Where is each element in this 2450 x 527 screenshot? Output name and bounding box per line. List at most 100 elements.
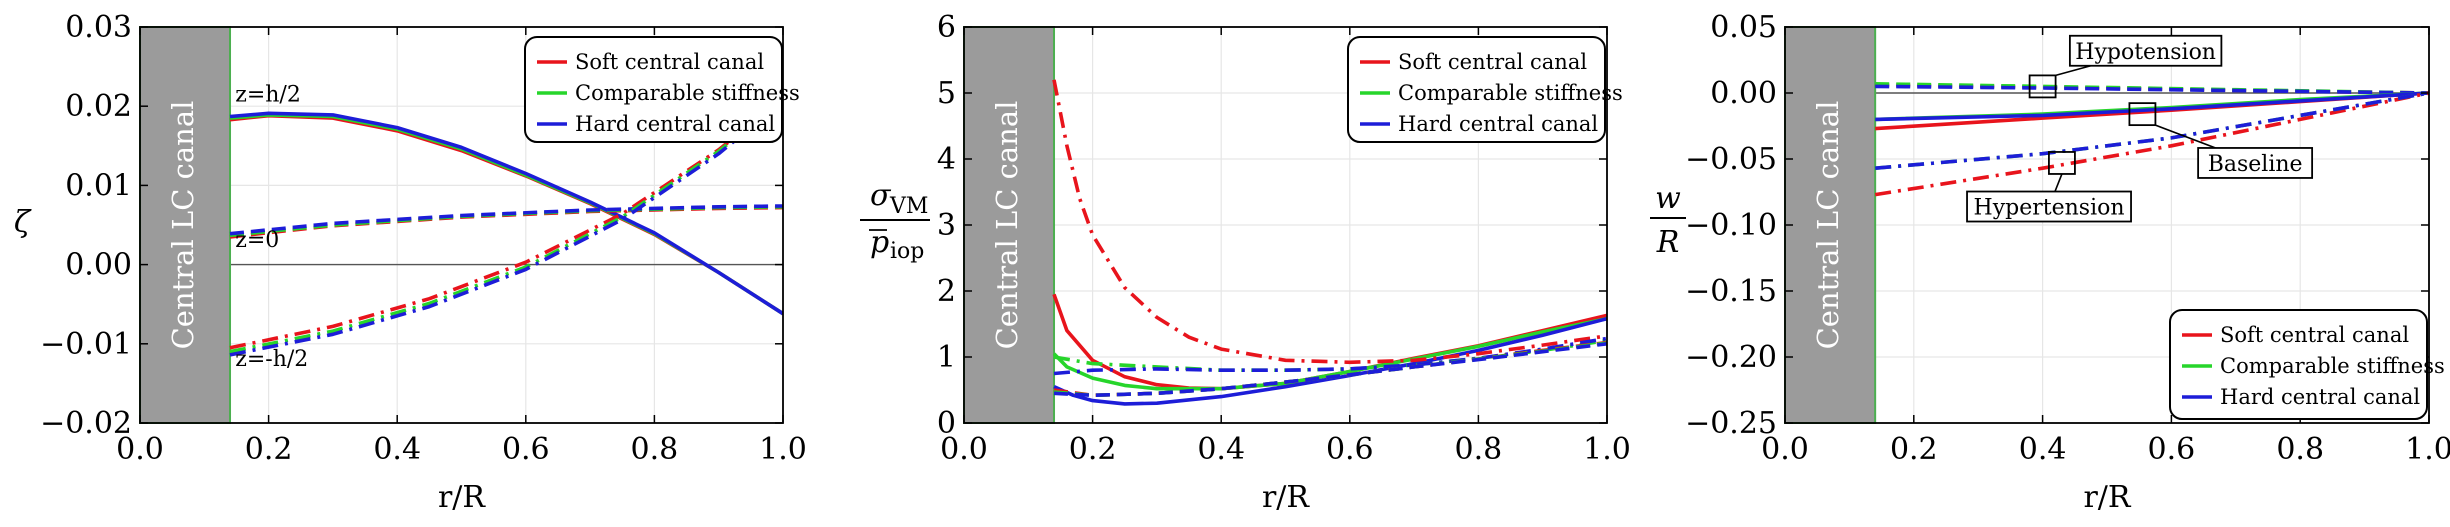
x-axis-title: r/R: [438, 480, 486, 515]
y-axis-title-numerator-sub: VM: [889, 194, 928, 219]
annotation-box: [2197, 147, 2314, 179]
canal-label: Central LC canal: [166, 101, 200, 350]
x-tick-label: 0.2: [1890, 432, 1938, 467]
y-tick-label: 3: [937, 208, 956, 243]
legend-box: [2169, 309, 2428, 420]
y-tick-label: −0.01: [40, 327, 132, 362]
series-line-dashdot-7: [229, 98, 783, 354]
x-tick-label: 0.2: [1069, 432, 1117, 467]
series-line-solid-2: [1053, 316, 1607, 406]
y-axis-title-numerator: w: [1655, 181, 1681, 216]
legend-entry: Comparable stiffness: [1398, 81, 1623, 105]
legend: Soft central canal Comparable stiffness Ha…: [2169, 309, 2445, 420]
x-tick-label: 0.2: [245, 432, 293, 467]
y-tick-label: 0.05: [1710, 10, 1777, 45]
y-tick-label: 0.00: [1710, 76, 1777, 111]
y-tick-label: 0.01: [65, 168, 132, 203]
y-tick-label: 0.03: [65, 10, 132, 45]
y-axis-title-denominator-sub: iop: [890, 239, 924, 264]
x-tick-label: 0.6: [502, 432, 550, 467]
y-tick-label: 5: [937, 76, 956, 111]
annotation-label: Baseline: [2208, 152, 2303, 177]
x-axis-title: r/R: [1262, 480, 1310, 515]
curve-annotation: z=-h/2: [235, 347, 308, 372]
y-tick-label: −0.02: [40, 406, 132, 441]
x-tick-label: 1.0: [759, 432, 807, 467]
y-tick-label: −0.15: [1685, 274, 1777, 309]
canal-label: Central LC canal: [990, 101, 1024, 350]
x-tick-label: 0.6: [2148, 432, 2196, 467]
canal-region: [1784, 26, 1877, 424]
x-tick-label: 1.0: [1583, 432, 1631, 467]
annotation-marker: [2128, 102, 2157, 127]
legend-entry: Comparable stiffness: [575, 81, 800, 105]
legend-entry: Soft central canal: [2220, 323, 2409, 347]
annotation-marker: [2028, 74, 2057, 99]
annotation-label: Hypotension: [2075, 40, 2216, 65]
x-tick-label: 0.0: [116, 432, 164, 467]
x-axis-title: r/R: [2083, 480, 2131, 515]
series-line-dashdot-6: [1874, 91, 2429, 197]
series-line-dashed-8: [1053, 342, 1607, 398]
legend-entry: Hard central canal: [1398, 112, 1598, 136]
legend-entry: Hard central canal: [2220, 385, 2420, 409]
y-tick-label: 0.00: [65, 248, 132, 283]
x-tick-label: 0.8: [2276, 432, 2324, 467]
x-tick-label: 0.0: [1761, 432, 1809, 467]
y-axis-title-denominator: R: [1656, 225, 1680, 260]
y-tick-label: −0.25: [1685, 406, 1777, 441]
legend-box: [524, 36, 783, 143]
series-line-dashdot-3: [1052, 79, 1607, 365]
legend-box: [1347, 36, 1606, 143]
y-tick-label: 6: [937, 10, 956, 45]
y-axis-title: ζ: [14, 205, 32, 240]
legend-entry: Soft central canal: [575, 50, 764, 74]
legend-entry: Comparable stiffness: [2220, 354, 2445, 378]
canal-region: [139, 26, 232, 424]
annotation-label: Hypertension: [1974, 196, 2125, 221]
series-line-dashed-2: [1875, 84, 2429, 95]
annotation-box: [2068, 34, 2223, 67]
series-line-dashed-4: [229, 205, 783, 238]
y-tick-label: −0.10: [1685, 208, 1777, 243]
curve-annotation: z=0: [235, 228, 279, 253]
curve-annotation: z=h/2: [235, 82, 301, 107]
y-tick-label: 1: [937, 340, 956, 375]
y-axis-title-numerator: σ: [870, 178, 892, 213]
x-tick-label: 0.8: [1455, 432, 1503, 467]
chart-panel-w: Central LC canal 0.0 0.2 0.4 0.6 0.8 1.0 −0.25 −…: [1650, 10, 2450, 515]
y-tick-label: 0: [937, 406, 956, 441]
series-line-solid-2: [229, 111, 783, 316]
y-tick-label: 4: [937, 142, 956, 177]
x-tick-label: 0.4: [2019, 432, 2067, 467]
x-tick-label: 0.8: [631, 432, 679, 467]
canal-label: Central LC canal: [1811, 101, 1845, 350]
y-tick-label: −0.05: [1685, 142, 1777, 177]
series-line-solid-5: [1875, 91, 2429, 122]
legend-entry: Soft central canal: [1398, 50, 1587, 74]
series-line-dashdot-8: [229, 100, 783, 357]
x-tick-label: 1.0: [2405, 432, 2450, 467]
annotation-box: [1966, 190, 2132, 223]
chart-panel-sigma: Central LC canal 0.0 0.2 0.4 0.6 0.8 1.0 0 1 2 3 4 5…: [860, 10, 1631, 515]
y-tick-label: 2: [937, 274, 956, 309]
series-line-dashdot-8: [1875, 91, 2429, 170]
y-axis-title-denominator: p: [870, 225, 889, 260]
x-tick-label: 0.4: [1197, 432, 1245, 467]
series-line-dashdot-5: [1053, 336, 1607, 376]
x-tick-label: 0.0: [940, 432, 988, 467]
legend: Soft central canal Comparable stiffness Ha…: [1347, 36, 1623, 143]
legend-entry: Hard central canal: [575, 112, 775, 136]
series-line-dashdot-7: [1875, 91, 2429, 170]
x-tick-label: 0.6: [1326, 432, 1374, 467]
legend: Soft central canal Comparable stiffness Ha…: [524, 36, 800, 143]
chart-panel-zeta: Central LC canal 0.0 0.2 0.4 0.6 0.8 1.0 −0.02 −…: [14, 10, 807, 515]
canal-region: [963, 26, 1056, 424]
plot-frame: [139, 26, 784, 424]
y-tick-label: −0.20: [1685, 340, 1777, 375]
series-line-dashdot-4: [1053, 338, 1607, 373]
y-tick-label: 0.02: [65, 89, 132, 124]
series-line-dashed-5: [229, 204, 783, 236]
x-tick-label: 0.4: [373, 432, 421, 467]
